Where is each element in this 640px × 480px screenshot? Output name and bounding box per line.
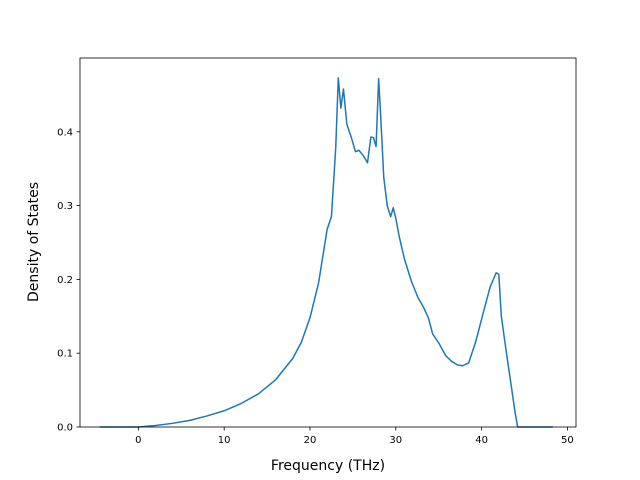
x-tick-label: 50 [561,435,574,446]
y-tick-label: 0.3 [57,201,73,212]
x-tick-label: 10 [218,435,231,446]
x-tick-label: 20 [304,435,317,446]
x-tick-label: 40 [475,435,488,446]
y-tick-label: 0.0 [57,423,73,434]
plot-area: 0 10 20 30 40 50 0.0 0.1 0.2 0.3 0.4 [57,57,577,446]
series-line-0 [99,77,553,428]
y-tick-label: 0.2 [57,275,73,286]
y-tick-label: 0.4 [57,127,73,138]
x-axis-label: Frequency (THz) [271,458,385,474]
x-tick-label: 30 [389,435,402,446]
y-axis-label: Density of States [26,182,42,302]
x-tick-label: 0 [135,435,141,446]
y-tick-label: 0.1 [57,349,73,360]
axes-frame [79,57,577,428]
